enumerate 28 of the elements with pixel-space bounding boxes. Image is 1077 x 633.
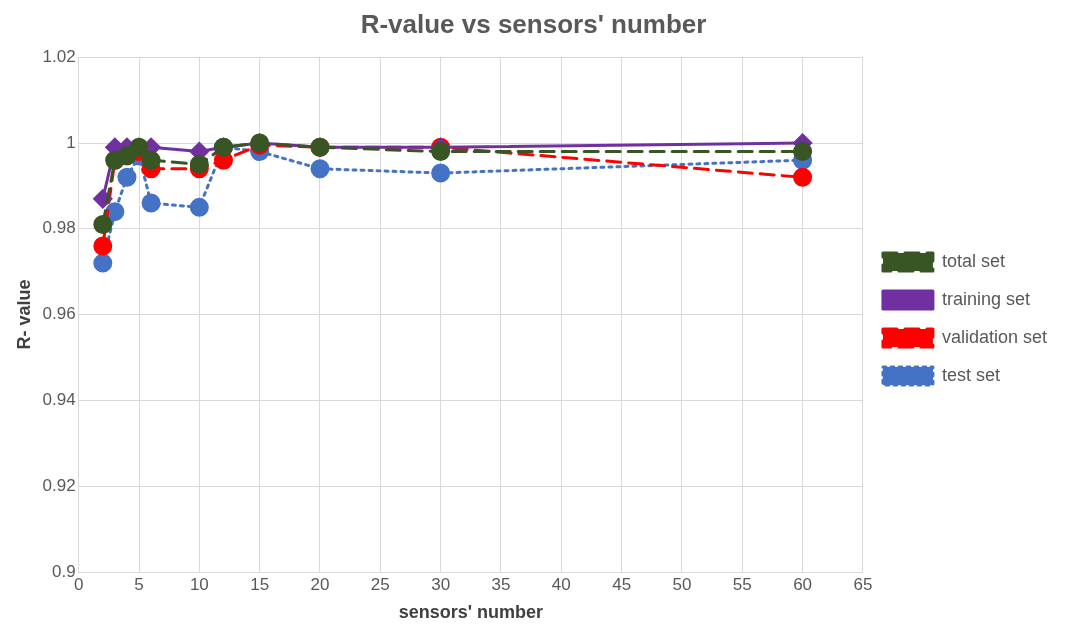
y-tick-label: 0.92 [42,475,76,495]
x-tick-label: 10 [189,574,209,594]
y-tick-label: 0.9 [52,561,76,581]
x-tick-label: 15 [250,574,270,594]
x-tick-label: 55 [732,574,752,594]
y-tick-label: 0.96 [42,304,76,324]
x-tick-label: 65 [853,574,873,594]
chart-title: R-value vs sensors' number [360,8,707,39]
y-tick-label: 0.94 [42,390,76,410]
x-tick-label: 60 [793,574,813,594]
y-tick-label: 0.98 [42,218,76,238]
x-tick-label: 30 [431,574,451,594]
x-tick-label: 35 [491,574,511,594]
legend-label: validation set [941,326,1048,347]
y-axis-title: R- value [13,279,34,350]
x-axis-title: sensors' number [398,602,543,623]
x-tick-label: 50 [672,574,692,594]
x-tick-label: 40 [551,574,571,594]
legend-label: total set [941,250,1005,271]
x-tick-label: 25 [370,574,390,594]
x-tick-label: 20 [310,574,330,594]
x-tick-label: 45 [612,574,632,594]
y-tick-label: 1 [66,132,76,152]
legend-label: training set [941,288,1030,309]
y-tick-label: 1.02 [42,46,76,66]
x-tick-label: 0 [73,574,84,594]
x-tick-label: 5 [134,574,144,594]
legend-label: test set [941,364,1000,385]
